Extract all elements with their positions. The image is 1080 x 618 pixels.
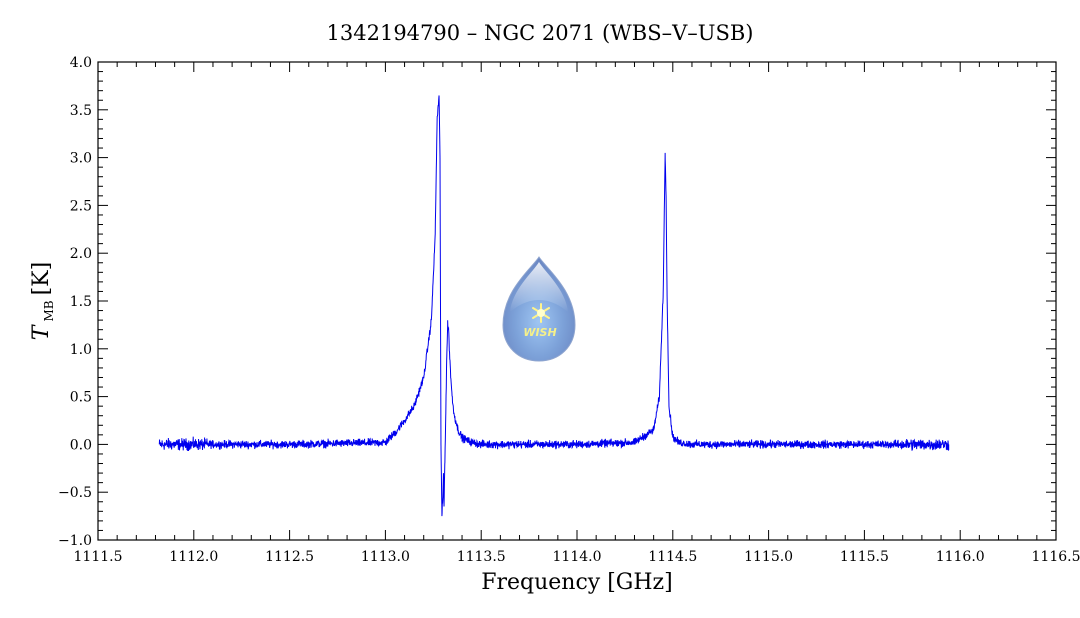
x-tick-label: 1116.5 [1032, 549, 1080, 565]
y-tick-label: 0.5 [70, 390, 92, 406]
plot-frame [97, 61, 1057, 541]
y-axis-symbol: T [29, 323, 54, 340]
chart-title: 1342194790 – NGC 2071 (WBS–V–USB) [327, 21, 754, 45]
y-tick-labels: −1.0 −0.5 0.0 0.5 1.0 1.5 2.0 2.5 3.0 3.5 4.0 [58, 55, 92, 549]
wish-drop-icon [502, 256, 576, 362]
x-tick-label: 1113.0 [361, 549, 410, 565]
y-tick-label: 0.0 [70, 437, 92, 453]
x-tick-labels: 1111.5 1112.0 1112.5 1113.0 1113.5 1114.0 1114… [74, 549, 1080, 565]
spectrum-series-line [158, 95, 950, 517]
y-tick-label: 4.0 [70, 55, 92, 71]
y-tick-label: −1.0 [58, 533, 92, 549]
y-tick-label: 2.0 [70, 246, 92, 262]
x-tick-label: 1115.5 [840, 549, 889, 565]
x-tick-label: 1116.0 [936, 549, 985, 565]
wish-logo-text: WISH [523, 326, 556, 339]
x-tick-label: 1111.5 [74, 549, 123, 565]
y-tick-label: 1.5 [70, 294, 92, 310]
y-tick-label: 3.5 [70, 103, 92, 119]
x-tick-label: 1115.0 [744, 549, 793, 565]
x-tick-label: 1114.0 [553, 549, 602, 565]
wish-drop-shine [510, 262, 568, 312]
y-tick-label: 2.5 [70, 198, 92, 214]
wish-logo: WISH [502, 256, 576, 362]
x-tick-label: 1113.5 [457, 549, 506, 565]
y-axis-unit: [K] [29, 262, 54, 296]
y-tick-label: 1.0 [70, 342, 92, 358]
axis-ticks [97, 61, 1057, 541]
x-axis-title: Frequency [GHz] [481, 570, 673, 595]
y-tick-label: −0.5 [58, 485, 92, 501]
x-tick-label: 1114.5 [648, 549, 697, 565]
x-tick-label: 1112.0 [169, 549, 218, 565]
y-axis-subscript: MB [42, 300, 56, 321]
y-axis-title: T MB [K] [29, 262, 56, 340]
y-tick-label: 3.0 [70, 151, 92, 167]
x-tick-label: 1112.5 [265, 549, 314, 565]
